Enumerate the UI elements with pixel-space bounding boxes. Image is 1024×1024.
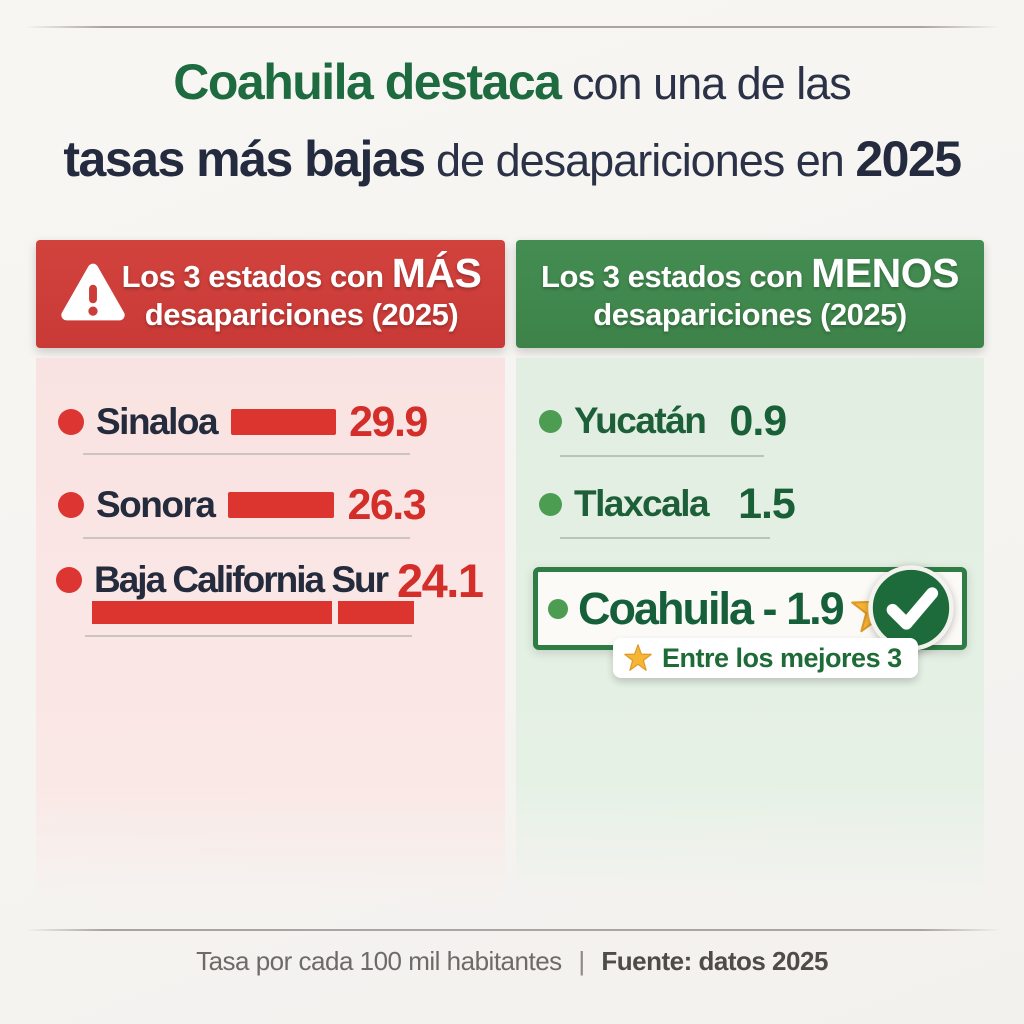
row-yucatan: Yucatán 0.9 (539, 395, 787, 447)
bullet-dot-icon (58, 492, 84, 518)
row-divider (560, 455, 764, 457)
highlight-text: Coahuila - 1.9 (578, 582, 845, 634)
row-divider (560, 537, 770, 539)
state-label: Yucatán (574, 400, 707, 441)
footer-separator: | (578, 946, 585, 976)
bullet-dot-icon (58, 409, 84, 435)
row-divider (83, 453, 410, 455)
title-bold-lead: tasas más bajas (63, 131, 426, 187)
panel-header-least-text: Los 3 estados con MENOS desapariciones (… (516, 253, 984, 334)
state-value: 1.5 (738, 479, 796, 528)
footer: Tasa por cada 100 mil habitantes | Fuent… (0, 946, 1024, 977)
bullet-dot-icon (56, 567, 82, 593)
title-line-2: tasas más bajas de desapariciones en 202… (0, 127, 1024, 204)
star-icon (624, 644, 652, 671)
header-most-line2: desapariciones (2025) (144, 297, 459, 332)
panel-body-least: Yucatán 0.9 Tlaxcala 1.5 Coahuila - 1.9 (516, 358, 984, 903)
state-label: Sinaloa (96, 401, 219, 442)
state-value: 29.9 (349, 397, 428, 446)
value-bar (231, 409, 337, 435)
row-sinaloa: Sinaloa 29.9 (58, 396, 428, 448)
value-bar (228, 492, 335, 518)
footer-note: Tasa por cada 100 mil habitantes (196, 946, 562, 976)
bullet-dot-icon (539, 409, 562, 433)
panel-header-least: Los 3 estados con MENOS desapariciones (… (516, 240, 984, 348)
panel-header-most: Los 3 estados con MÁS desapariciones (20… (36, 240, 505, 348)
title-line-1: Coahuila destaca con una de las (0, 50, 1024, 127)
value-bar (92, 601, 332, 624)
state-value: 26.3 (347, 480, 426, 529)
title-highlight: Coahuila destaca (173, 54, 562, 110)
top-divider-rule (25, 26, 1000, 28)
title-middle: de desapariciones en (436, 135, 845, 186)
header-least-prefix: Los 3 estados con (541, 259, 803, 294)
title-line1-rest: con una de las (572, 58, 852, 109)
header-least-emphasis: MENOS (811, 250, 959, 296)
bullet-dot-icon (548, 598, 568, 619)
panel-header-most-text: Los 3 estados con MÁS desapariciones (20… (36, 253, 505, 334)
panel-body-most: Sinaloa 29.9 Sonora 26.3 Baja California… (36, 358, 505, 903)
check-circle-icon (868, 565, 954, 651)
bottom-divider-rule (25, 929, 1000, 931)
title-year: 2025 (855, 131, 962, 187)
best-three-badge: Entre los mejores 3 (613, 638, 918, 678)
header-most-emphasis: MÁS (391, 250, 482, 296)
state-value: 24.1 (397, 553, 484, 607)
state-label: Sonora (96, 484, 216, 525)
row-divider (85, 635, 412, 637)
row-sonora: Sonora 26.3 (58, 479, 427, 531)
page-title: Coahuila destaca con una de las tasas má… (0, 50, 1024, 204)
header-most-prefix: Los 3 estados con (121, 259, 384, 294)
state-value: 0.9 (729, 396, 787, 445)
warning-triangle-icon (61, 263, 125, 321)
row-baja-california-sur: Baja California Sur 24.1 (56, 553, 484, 607)
badge-label: Entre los mejores 3 (662, 642, 902, 673)
state-label: Tlaxcala (574, 483, 710, 524)
value-bar-group (92, 601, 414, 624)
bullet-dot-icon (539, 492, 562, 516)
header-least-line2: desapariciones (2025) (593, 297, 907, 332)
state-label: Baja California Sur (94, 559, 389, 600)
value-bar (338, 601, 414, 624)
row-tlaxcala: Tlaxcala 1.5 (539, 478, 796, 530)
row-divider (83, 537, 410, 539)
footer-source: Fuente: datos 2025 (601, 946, 828, 976)
